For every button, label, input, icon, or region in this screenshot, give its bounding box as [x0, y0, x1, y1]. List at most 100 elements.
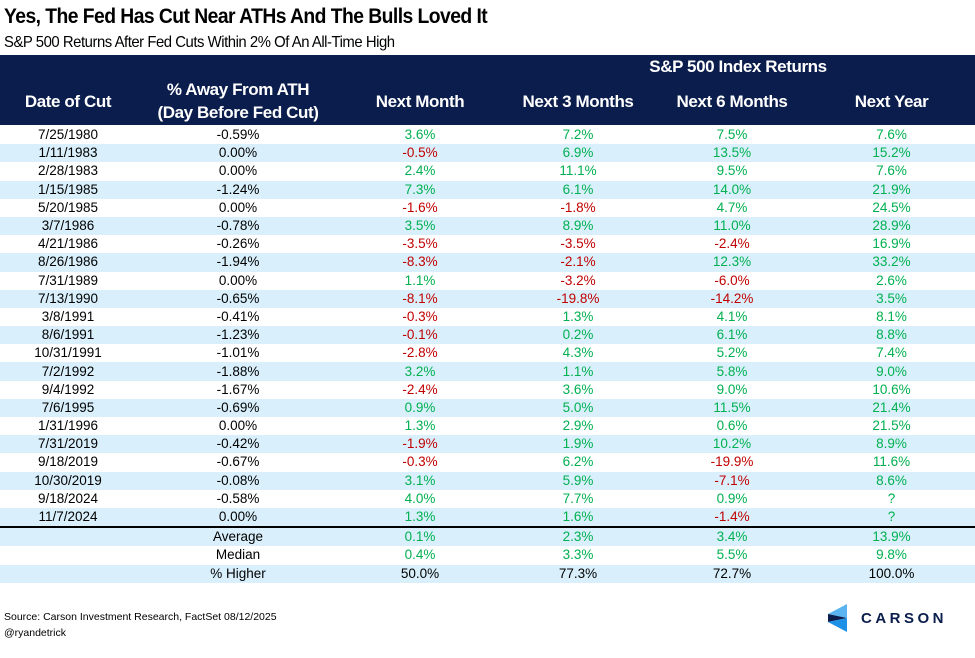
cell-next-6-months: 11.0%	[656, 216, 808, 236]
table-row: 9/4/1992 -1.67% -2.4% 3.6% 9.0% 10.6%	[0, 381, 975, 399]
table-row: 3/8/1991 -0.41% -0.3% 1.3% 4.1% 8.1%	[0, 308, 975, 326]
cell-next-month: -0.3%	[402, 454, 438, 470]
table-row: 7/25/1980 -0.59% 3.6% 7.2% 7.5% 7.6%	[0, 126, 975, 144]
cell-date: 3/7/1986	[0, 216, 136, 236]
table-row: 7/2/1992 -1.88% 3.2% 1.1% 5.8% 9.0%	[0, 362, 975, 381]
cell-next-year: 33.2%	[808, 253, 975, 272]
cell-next-6-months: 4.7%	[716, 199, 748, 215]
cell-next-3-months: 7.7%	[562, 490, 594, 506]
cell-next-6-months: 6.1%	[656, 326, 808, 345]
cell-next-3-months: 8.9%	[500, 216, 656, 236]
cell-next-6-months: 0.9%	[716, 490, 748, 506]
table-row: 7/6/1995 -0.69% 0.9% 5.0% 11.5% 21.4%	[0, 398, 975, 417]
cell-next-year: 28.9%	[808, 216, 975, 236]
cell-next-month: -3.5%	[402, 236, 438, 252]
table-row: 5/20/1985 0.00% -1.6% -1.8% 4.7% 24.5%	[0, 199, 975, 217]
cell-next-6-months: 12.3%	[656, 253, 808, 272]
summary-next-6-months: 5.5%	[716, 547, 748, 563]
table-row: 2/28/1983 0.00% 2.4% 11.1% 9.5% 7.6%	[0, 162, 975, 180]
cell-next-3-months: 4.3%	[562, 345, 594, 361]
page-title: Yes, The Fed Has Cut Near ATHs And The B…	[4, 5, 488, 28]
cell-next-year: 10.6%	[872, 381, 911, 397]
col-header-next-month: Next Month	[375, 92, 465, 111]
cell-pct-from-ath: -1.01%	[216, 345, 260, 361]
summary-next-month: 0.4%	[404, 547, 436, 563]
cell-date: 9/18/2024	[37, 490, 99, 506]
cell-pct-from-ath: -1.67%	[216, 381, 260, 397]
cell-next-year: 7.6%	[876, 127, 907, 143]
cell-next-6-months: 7.5%	[716, 127, 748, 143]
cell-next-month: 3.1%	[340, 471, 500, 490]
table-row: 7/31/2019 -0.42% -1.9% 1.9% 10.2% 8.9%	[0, 435, 975, 454]
cell-next-year: 7.6%	[876, 163, 907, 179]
cell-next-6-months: 9.5%	[716, 163, 748, 179]
summary-next-month: 0.1%	[340, 526, 500, 547]
group-header: S&P 500 Index Returns	[649, 57, 827, 76]
cell-next-3-months: -1.8%	[560, 199, 596, 215]
cell-date: 10/31/1991	[34, 345, 102, 361]
cell-next-3-months: -2.1%	[500, 253, 656, 272]
summary-spacer	[0, 526, 136, 547]
logo-text: CARSON	[861, 609, 948, 627]
author-handle: @ryandetrick	[4, 627, 67, 639]
col-header-next-6-months: Next 6 Months	[676, 92, 788, 111]
table-header: S&P 500 Index Returns Date of Cut % Away…	[0, 55, 975, 125]
cell-next-year: 8.8%	[808, 326, 975, 345]
summary-next-6-months: 3.4%	[656, 526, 808, 547]
cell-next-6-months: 11.5%	[656, 398, 808, 417]
cell-next-6-months: -6.0%	[714, 272, 750, 288]
cell-date: 4/21/1986	[37, 236, 99, 252]
cell-next-year: 16.9%	[872, 236, 911, 252]
cell-date: 8/26/1986	[0, 253, 136, 272]
cell-next-month: -2.8%	[402, 345, 438, 361]
cell-next-year: 7.4%	[876, 345, 907, 361]
cell-next-year: 24.5%	[872, 199, 911, 215]
summary-next-3-months: 77.3%	[500, 564, 656, 583]
cell-next-month: -8.3%	[340, 253, 500, 272]
cell-next-6-months: 14.0%	[656, 180, 808, 199]
cell-pct-from-ath: -0.58%	[216, 490, 260, 506]
cell-date: 7/6/1995	[0, 398, 136, 417]
cell-next-3-months: -3.5%	[560, 236, 596, 252]
cell-next-3-months: 1.1%	[500, 362, 656, 381]
summary-spacer	[0, 546, 136, 564]
summary-next-3-months: 3.3%	[562, 547, 594, 563]
table-row: 1/31/1996 0.00% 1.3% 2.9% 0.6% 21.5%	[0, 417, 975, 435]
table-row: 7/13/1990 -0.65% -8.1% -19.8% -14.2% 3.5%	[0, 289, 975, 308]
cell-next-year: 8.9%	[808, 435, 975, 454]
cell-next-year: ?	[887, 490, 896, 506]
cell-next-6-months: -14.2%	[656, 289, 808, 308]
cell-next-3-months: 7.2%	[562, 127, 594, 143]
cell-date: 7/31/2019	[0, 435, 136, 454]
cell-next-6-months: 4.1%	[716, 308, 748, 324]
summary-label: % Higher	[136, 564, 340, 583]
cell-next-year: 21.9%	[808, 180, 975, 199]
cell-next-year: 3.5%	[808, 289, 975, 308]
cell-pct-from-ath: -0.69%	[136, 398, 340, 417]
carson-logo: CARSON	[828, 604, 947, 632]
cell-pct-from-ath: -1.23%	[136, 326, 340, 345]
cell-next-3-months: 1.6%	[500, 507, 656, 528]
source-note: Source: Carson Investment Research, Fact…	[4, 611, 277, 623]
col-header-ath-sub: (Day Before Fed Cut)	[157, 103, 319, 122]
cell-next-3-months: -19.8%	[500, 289, 656, 308]
cell-date: 11/7/2024	[0, 507, 136, 528]
cell-next-month: -1.6%	[402, 199, 438, 215]
cell-pct-from-ath: 0.00%	[136, 144, 340, 163]
cell-next-year: 8.1%	[876, 308, 907, 324]
cell-pct-from-ath: -0.65%	[136, 289, 340, 308]
col-header-date: Date of Cut	[24, 92, 112, 111]
cell-next-6-months: -1.4%	[656, 507, 808, 528]
summary-next-month: 50.0%	[340, 564, 500, 583]
carson-logo-icon	[828, 604, 847, 632]
table-row: 4/21/1986 -0.26% -3.5% -3.5% -2.4% 16.9%	[0, 235, 975, 253]
cell-pct-from-ath: 0.00%	[218, 163, 258, 179]
returns-table: 7/25/1980 -0.59% 3.6% 7.2% 7.5% 7.6% 1/11/1983…	[0, 126, 975, 583]
cell-pct-from-ath: -1.24%	[136, 180, 340, 199]
cell-date: 1/11/1983	[0, 144, 136, 163]
cell-next-month: -0.1%	[340, 326, 500, 345]
cell-next-3-months: 1.9%	[500, 435, 656, 454]
cell-next-6-months: -19.9%	[710, 454, 754, 470]
cell-pct-from-ath: -1.88%	[136, 362, 340, 381]
cell-next-6-months: 10.2%	[656, 435, 808, 454]
